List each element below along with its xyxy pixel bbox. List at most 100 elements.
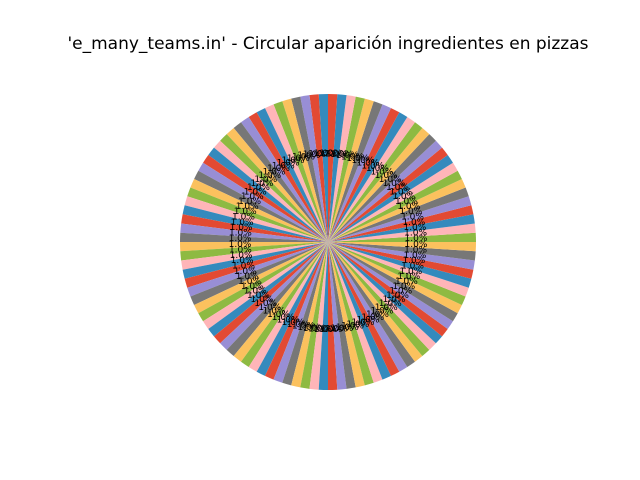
slice-percent-label: 1.0% xyxy=(303,324,326,334)
pie-slice xyxy=(328,140,443,242)
pie-slice xyxy=(180,223,328,242)
pie-slice xyxy=(282,242,328,386)
slice-percent-label: 1.0% xyxy=(314,149,337,159)
slice-percent-label: 1.0% xyxy=(277,159,300,169)
pie-slice xyxy=(256,242,328,376)
pie-slice xyxy=(291,96,328,243)
slice-percent-label: 1.0% xyxy=(330,324,353,334)
slice-percent-label: 1.0% xyxy=(371,307,394,317)
pie-slice xyxy=(328,122,423,242)
slice-percent-label: 1.0% xyxy=(229,240,252,250)
slice-percent-label: 1.0% xyxy=(319,325,342,335)
pie-slice xyxy=(180,242,328,252)
slice-percent-label: 1.0% xyxy=(319,149,342,159)
pie-slice xyxy=(328,147,448,242)
pie-slice xyxy=(328,214,475,242)
slice-percent-label: 1.0% xyxy=(404,229,427,239)
pie-slice xyxy=(203,155,328,242)
slice-percent-label: 1.0% xyxy=(371,167,394,177)
slice-percent-label: 1.0% xyxy=(379,299,402,309)
slice-percent-label: 1.0% xyxy=(399,207,422,217)
slice-percent-label: 1.0% xyxy=(230,223,253,233)
slice-percent-label: 1.0% xyxy=(254,175,277,185)
slice-percent-label: 1.0% xyxy=(238,277,261,287)
slice-percent-label: 1.0% xyxy=(386,291,409,301)
slice-percent-label: 1.0% xyxy=(401,262,424,272)
pie-slice xyxy=(184,196,328,242)
slice-percent-label: 1.0% xyxy=(346,154,369,164)
slice-percent-label: 1.0% xyxy=(234,267,257,277)
pie-slice xyxy=(328,104,392,242)
pie-slice xyxy=(190,178,328,242)
pie-slice xyxy=(328,101,383,243)
pie-slice xyxy=(328,170,462,242)
chart-title: 'e_many_teams.in' - Circular aparición i… xyxy=(67,34,588,54)
slice-percent-label: 1.0% xyxy=(375,303,398,313)
pie-slice xyxy=(220,134,328,242)
slice-percent-label: 1.0% xyxy=(397,272,420,282)
pie-slice xyxy=(328,242,430,357)
slice-percent-label: 1.0% xyxy=(263,307,286,317)
slice-percent-label: 1.0% xyxy=(287,320,310,330)
pie-slice xyxy=(309,94,328,242)
pie-slice xyxy=(328,242,383,383)
pie-slice xyxy=(328,242,476,252)
pie-slice xyxy=(328,95,356,242)
slice-percent-label: 1.0% xyxy=(399,267,422,277)
slice-percent-label: 1.0% xyxy=(336,323,359,333)
pie-slice xyxy=(181,214,328,242)
pie-slice xyxy=(213,242,328,344)
slice-percent-label: 1.0% xyxy=(405,234,428,244)
slice-percent-label: 1.0% xyxy=(389,188,412,198)
pie-slice xyxy=(328,98,374,243)
pie-slice xyxy=(328,242,408,372)
pie-slice xyxy=(328,242,423,362)
slice-percent-label: 1.0% xyxy=(236,202,259,212)
pie-slice xyxy=(300,242,328,389)
pie-slice xyxy=(328,196,472,242)
pie-slice xyxy=(328,117,415,242)
pie-slice xyxy=(248,112,328,242)
pie-slice xyxy=(248,242,328,372)
slice-percent-label: 1.0% xyxy=(389,286,412,296)
pie-slice xyxy=(328,134,436,242)
pie-slice xyxy=(181,242,328,270)
slice-percent-label: 1.0% xyxy=(303,150,326,160)
pie-slice xyxy=(328,94,347,242)
pie-slice xyxy=(208,147,328,242)
slice-percent-label: 1.0% xyxy=(357,159,380,169)
slice-percent-label: 1.0% xyxy=(231,256,254,266)
slice-percent-label: 1.0% xyxy=(251,295,274,305)
slice-percent-label: 1.0% xyxy=(231,218,254,228)
pie-slice xyxy=(328,187,469,242)
pie-slice xyxy=(328,242,415,367)
slice-percent-label: 1.0% xyxy=(272,313,295,323)
slice-percent-label: 1.0% xyxy=(341,152,364,162)
slice-percent-label: 1.0% xyxy=(402,218,425,228)
pie-slice xyxy=(328,223,476,242)
slice-percent-label: 1.0% xyxy=(395,277,418,287)
slice-percent-label: 1.0% xyxy=(267,164,290,174)
slice-percent-label: 1.0% xyxy=(361,161,384,171)
slice-percent-label: 1.0% xyxy=(361,313,384,323)
slice-percent-label: 1.0% xyxy=(244,188,267,198)
slice-percent-label: 1.0% xyxy=(234,207,257,217)
pie-slice xyxy=(328,205,474,242)
pie-slice xyxy=(187,242,328,297)
pie-slice xyxy=(198,162,328,242)
pie-slice xyxy=(328,108,400,242)
pie-slice xyxy=(328,232,476,242)
pie-slice xyxy=(328,242,475,270)
pie-slice xyxy=(198,242,328,322)
slice-percent-label: 1.0% xyxy=(346,320,369,330)
slice-percent-label: 1.0% xyxy=(272,161,295,171)
slice-percent-label: 1.0% xyxy=(352,318,375,328)
pie-slice xyxy=(180,232,328,242)
pie-slice xyxy=(184,242,328,288)
slice-percent-label: 1.0% xyxy=(403,251,426,261)
slice-percent-label: 1.0% xyxy=(402,256,425,266)
slice-percent-label: 1.0% xyxy=(247,183,270,193)
slice-percent-label: 1.0% xyxy=(232,262,255,272)
slice-percent-label: 1.0% xyxy=(229,229,252,239)
